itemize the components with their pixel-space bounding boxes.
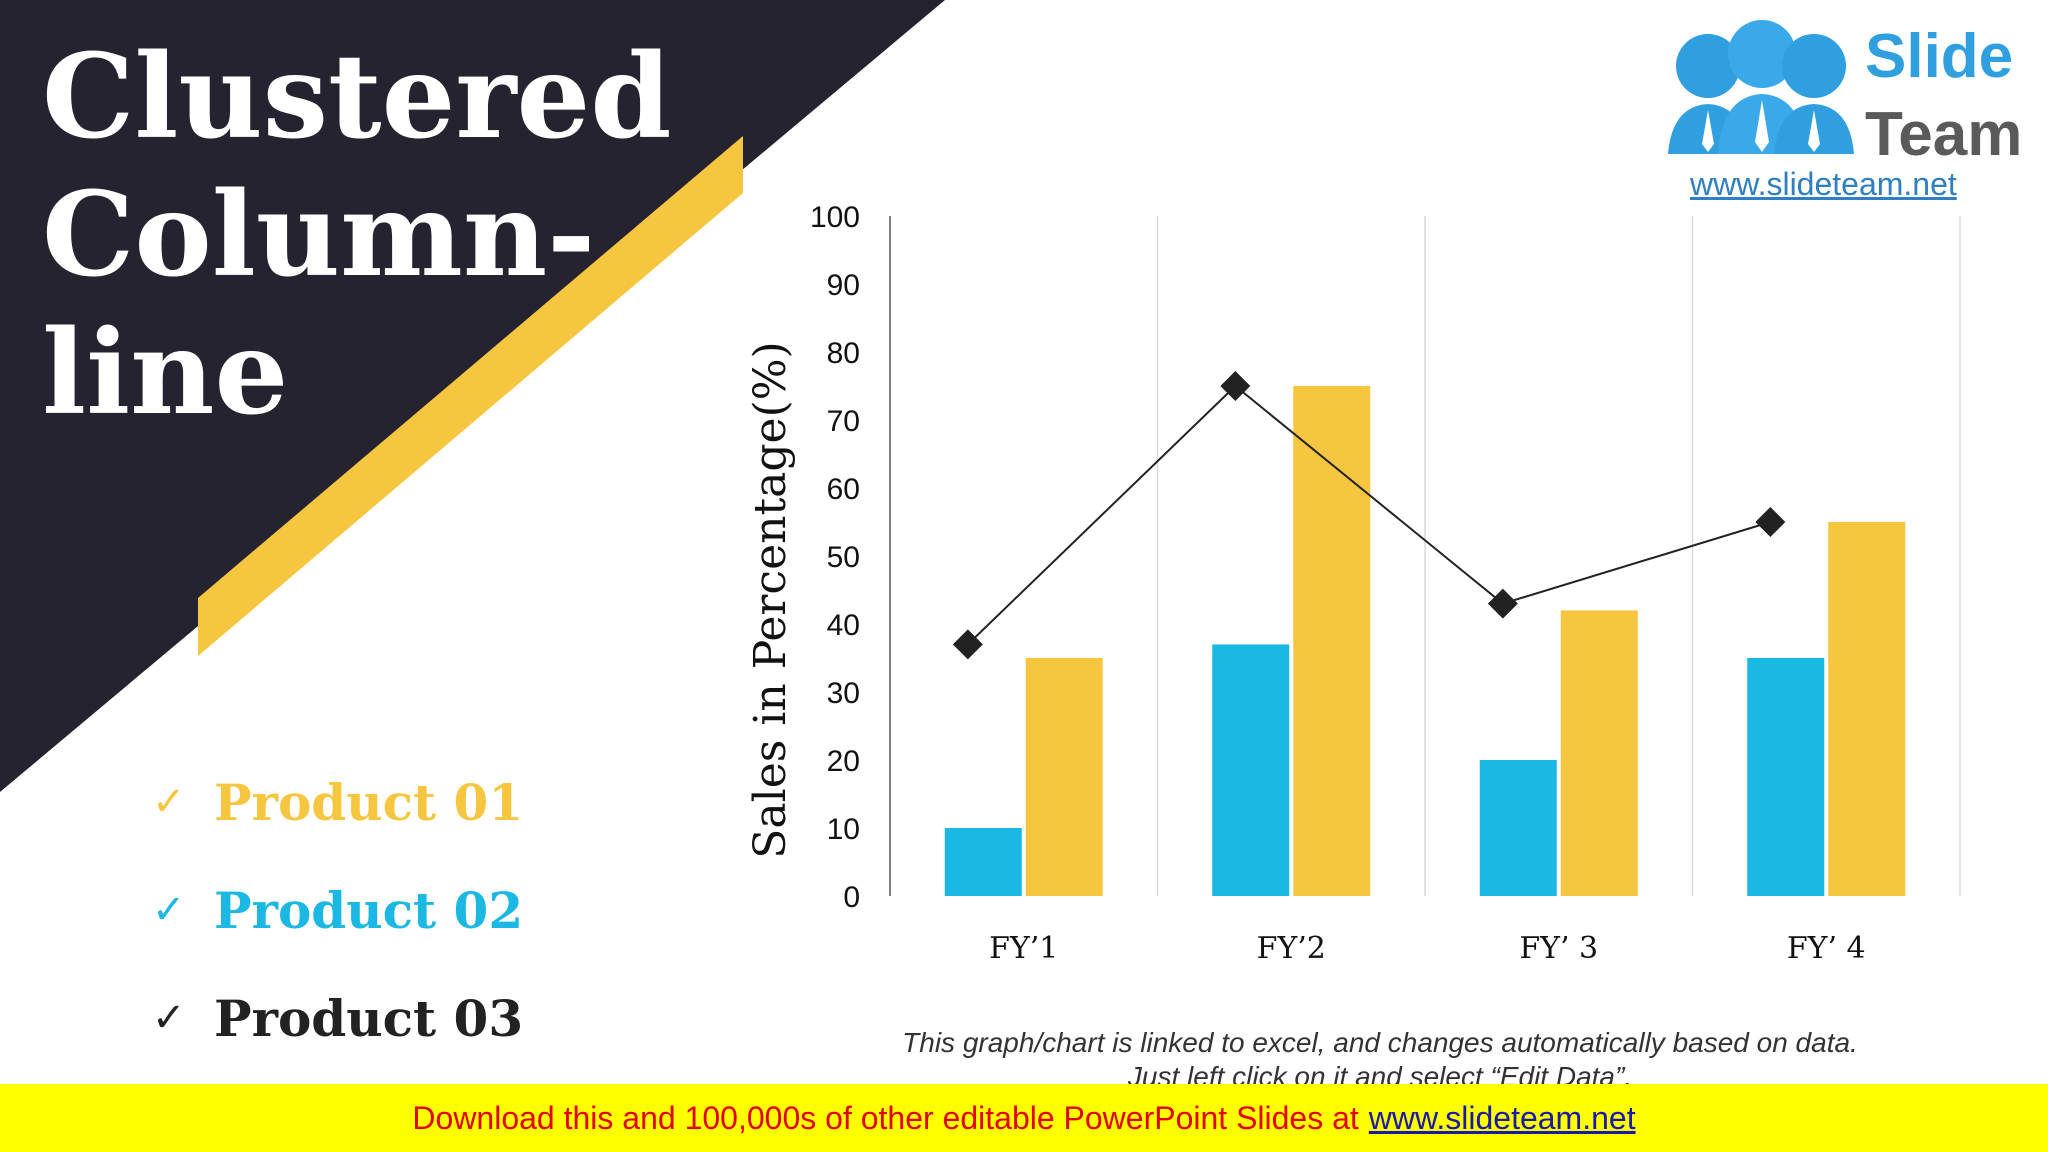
y-tick-label: 80 — [827, 337, 860, 370]
y-tick-label: 10 — [827, 813, 860, 846]
legend-label-product-03: Product 03 — [214, 988, 524, 1048]
bar-product-02 — [1479, 760, 1557, 896]
y-tick-label: 100 — [810, 201, 860, 234]
bar-product-01 — [1293, 386, 1371, 896]
y-tick-label: 60 — [827, 473, 860, 506]
line-marker-product-03 — [1755, 507, 1786, 537]
x-axis-ticks: FY’1 FY’2 FY’ 3 FY’ 4 — [989, 931, 1866, 966]
chart-note-line-2: Just left click on it and select “Edit D… — [1127, 1061, 1633, 1084]
legend-label-product-02: Product 02 — [214, 880, 524, 940]
line-marker-product-03 — [952, 629, 983, 660]
y-tick-label: 40 — [827, 609, 860, 642]
legend-item-product-01: ✓ Product 01 — [152, 748, 523, 856]
line-marker-product-03 — [1220, 371, 1251, 401]
yellow-accent-stripe — [198, 136, 743, 656]
line-marker-product-03 — [1487, 588, 1518, 619]
bar-product-01 — [1025, 658, 1103, 896]
chart-note-line-1: This graph/chart is linked to excel, and… — [902, 1027, 1858, 1058]
checkmark-icon: ✓ — [152, 995, 186, 1041]
chart-bars — [944, 386, 1906, 896]
logo-word-team: Team — [1865, 100, 2023, 169]
bar-product-01 — [1560, 610, 1638, 896]
y-tick-label: 90 — [827, 269, 860, 302]
legend-item-product-02: ✓ Product 02 — [152, 856, 523, 964]
bar-product-02 — [1212, 644, 1290, 896]
title-line-1: Clustered — [42, 29, 672, 165]
banner-link[interactable]: www.slideteam.net — [1368, 1099, 1636, 1136]
logo-word-slide: Slide — [1865, 22, 2014, 91]
x-tick-label: FY’ 3 — [1519, 931, 1598, 966]
title-line-2: Column- — [42, 167, 596, 303]
chart-note: This graph/chart is linked to excel, and… — [760, 1026, 2000, 1084]
y-tick-label: 0 — [843, 881, 860, 914]
y-tick-label: 20 — [827, 745, 860, 778]
y-axis-label: Sales in Percentage(%) — [745, 341, 796, 858]
people-logo-icon — [1668, 20, 1854, 154]
checkmark-icon: ✓ — [152, 779, 186, 825]
legend-label-product-01: Product 01 — [214, 772, 524, 832]
product-legend: ✓ Product 01 ✓ Product 02 ✓ Product 03 — [152, 748, 523, 1072]
x-tick-label: FY’2 — [1257, 931, 1326, 966]
banner-text: Download this and 100,000s of other edit… — [412, 1099, 1359, 1136]
y-tick-label: 30 — [827, 677, 860, 710]
x-tick-label: FY’ 4 — [1787, 931, 1866, 966]
slideteam-logo: Slide Team www.slideteam.net — [1640, 8, 2036, 202]
bar-product-01 — [1828, 522, 1906, 896]
line-product-03 — [967, 384, 1771, 646]
chart-grid — [889, 216, 1961, 896]
y-tick-label: 50 — [827, 541, 860, 574]
logo-url-link[interactable]: www.slideteam.net — [1690, 166, 1957, 202]
bar-product-02 — [944, 828, 1022, 896]
checkmark-icon: ✓ — [152, 887, 186, 933]
chart-line-series — [952, 371, 1786, 660]
download-banner: Download this and 100,000s of other edit… — [0, 1084, 2048, 1152]
legend-item-product-03: ✓ Product 03 — [152, 964, 523, 1072]
title-line-3: line — [42, 305, 289, 441]
y-axis-ticks: 0 10 20 30 40 50 60 70 80 90 100 — [810, 201, 860, 914]
y-tick-label: 70 — [827, 405, 860, 438]
bar-product-02 — [1747, 658, 1825, 896]
slide-title: Clustered Column- line — [42, 28, 742, 442]
x-tick-label: FY’1 — [989, 931, 1058, 966]
